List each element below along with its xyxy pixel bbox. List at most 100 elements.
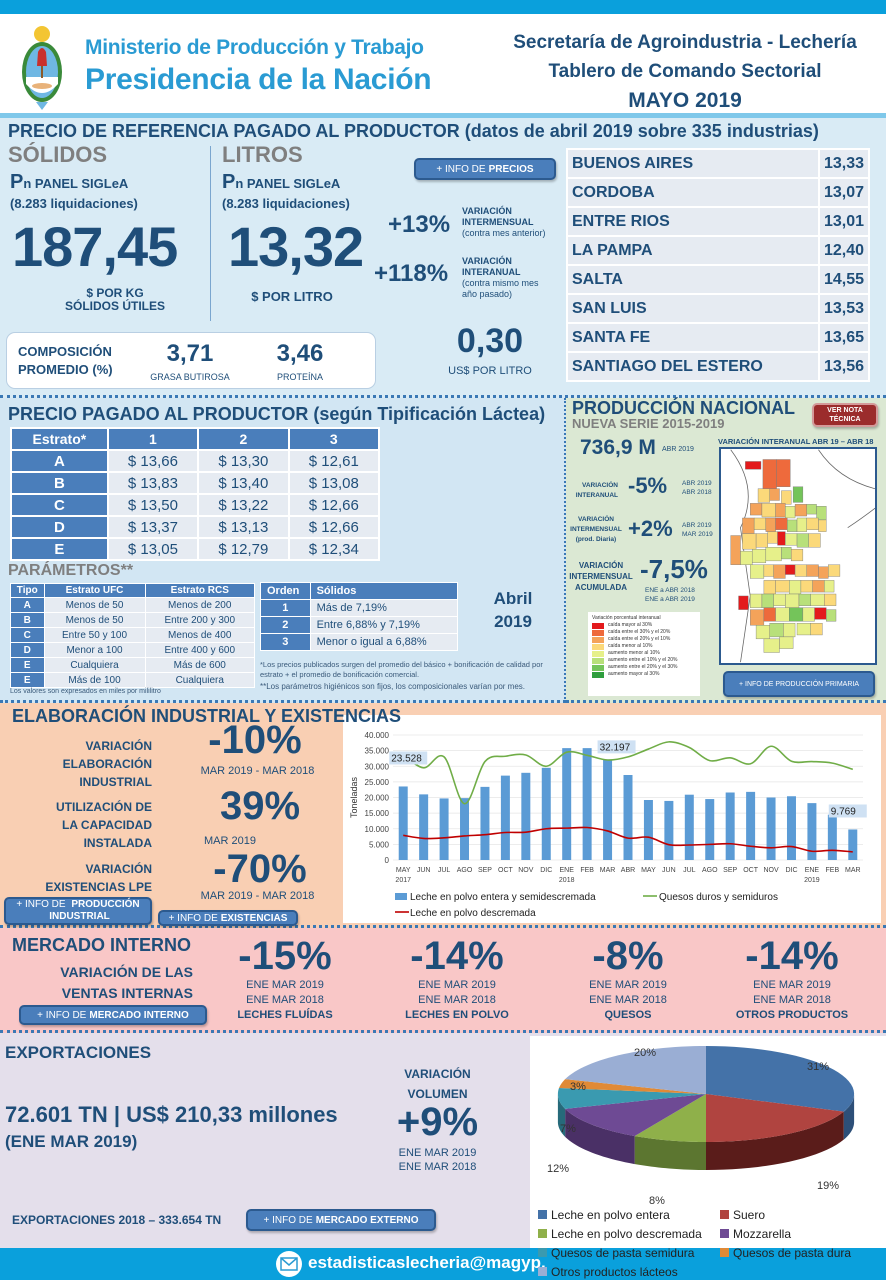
map-department: [792, 486, 804, 503]
map-department: [777, 531, 786, 546]
elaboration-label: VARIACIÓN ELABORACIÓN INDUSTRIAL: [62, 739, 152, 789]
params-row: B Menos de 50 Entre 200 y 300: [10, 612, 255, 628]
pie-legend-swatch: [720, 1210, 729, 1219]
tipification-header: 1: [106, 427, 200, 451]
info-industrial-production-button[interactable]: + INFO DE PRODUCCIÓN INDUSTRIAL: [4, 897, 152, 925]
stratum-label: A: [10, 449, 109, 473]
type-label: E: [10, 657, 45, 673]
y-tick-label: 30.000: [365, 762, 390, 771]
bar: [725, 792, 735, 860]
map-department: [773, 564, 786, 579]
bar: [827, 814, 837, 860]
production-title: PRODUCCIÓN NACIONAL: [572, 398, 795, 418]
info-domestic-market-button[interactable]: + INFO DE MERCADO INTERNO: [19, 1005, 207, 1025]
data-label-bg: [389, 751, 428, 765]
pie-legend-label: Otros productos lácteos: [551, 1265, 678, 1279]
province-price: 13,07: [817, 177, 871, 208]
legend-label: aumento menor al 10%: [608, 650, 660, 656]
map-department: [763, 580, 776, 595]
domestic-variation-item: -8% ENE MAR 2019 ENE MAR 2018 QUESOS: [553, 934, 703, 1023]
dashboard-heading: Secretaría de Agroindustria - Lechería T…: [490, 28, 880, 115]
presidency-name: Presidencia de la Nación: [85, 63, 432, 96]
column-divider: [210, 146, 211, 321]
pie-slice-side: [565, 1108, 635, 1165]
tipification-header: 2: [197, 427, 290, 451]
map-department: [767, 531, 778, 544]
stratum-label: D: [10, 515, 109, 539]
pie-slice-side: [557, 1094, 566, 1137]
x-year-label: 2019: [804, 877, 820, 884]
tipification-row: A $ 13,66 $ 13,30 $ 12,61: [10, 449, 381, 473]
bar: [460, 798, 470, 860]
map-department: [787, 519, 798, 532]
map-department: [775, 580, 790, 593]
map-department: [794, 504, 807, 517]
domestic-variation-value: -14%: [745, 934, 839, 978]
param-cell: Más de 100: [43, 672, 146, 688]
contact-email[interactable]: estadisticaslecheria@magyp.: [308, 1253, 546, 1272]
technical-note-button[interactable]: VER NOTA TÉCNICA: [812, 403, 878, 427]
order-number: 3: [260, 633, 311, 651]
usd-price-value: 0,30: [456, 322, 524, 360]
param-cell: Menos de 200: [144, 597, 255, 613]
map-department: [806, 564, 819, 577]
province-row: SALTA 14,55: [566, 264, 871, 295]
map-department: [785, 533, 798, 546]
param-cell: Cualquiera: [43, 657, 146, 673]
bar: [419, 794, 429, 860]
map-department: [750, 564, 765, 579]
capacity-value: 39%: [219, 784, 301, 828]
info-prices-button[interactable]: + INFO DE PRECIOS: [414, 158, 556, 180]
map-department: [740, 550, 753, 565]
bar: [398, 786, 408, 860]
y-tick-label: 40.000: [365, 731, 390, 740]
map-department: [796, 533, 809, 548]
province-price: 13,53: [817, 293, 871, 324]
legend-label: Leche en polvo entera y semidescremada: [410, 892, 596, 903]
solids-panel-label: Pn PANEL SIGLeA: [10, 171, 129, 193]
params-header: Tipo: [10, 583, 45, 598]
header: [0, 14, 886, 114]
y-tick-label: 0: [385, 856, 390, 865]
param-cell: Más de 600: [144, 657, 255, 673]
map-department: [775, 607, 790, 622]
map-department: [781, 547, 792, 560]
dashboard-title: Tablero de Comando Sectorial: [548, 61, 822, 82]
param-cell: Menos de 50: [43, 612, 146, 628]
info-primary-production-button[interactable]: + INFO DE PRODUCCIÓN PRIMARIA: [723, 671, 875, 697]
ministry-name: Ministerio de Producción y Trabajo: [85, 36, 424, 59]
info-external-market-button[interactable]: + INFO DE MERCADO EXTERNO: [246, 1209, 436, 1231]
map-department: [761, 593, 774, 608]
product-category: LECHES EN POLVO: [405, 1009, 509, 1021]
province-row: SANTA FE 13,65: [566, 322, 871, 353]
pie-slice: [706, 1046, 855, 1112]
period-current: ENE MAR 2019: [246, 979, 324, 991]
map-department: [773, 593, 786, 606]
stratum-label: B: [10, 471, 109, 495]
legend-label: aumento mayor al 30%: [608, 671, 660, 677]
type-label: E: [10, 672, 45, 688]
pie-legend-label: Mozzarella: [733, 1227, 791, 1241]
map-department: [738, 595, 749, 610]
map-department: [769, 623, 784, 638]
map-border: [847, 507, 875, 529]
map-department: [806, 517, 819, 530]
type-label: B: [10, 612, 45, 628]
province-row: SAN LUIS 13,53: [566, 293, 871, 324]
price-cell: $ 13,37: [106, 515, 200, 539]
map-department: [753, 517, 767, 530]
tipification-footnote-2: **Los parámetros higiénicos son fijos, l…: [260, 682, 526, 691]
legend-label: caída mayor al 30%: [608, 622, 653, 628]
price-cell: $ 13,30: [197, 449, 290, 473]
domestic-variation-value: -14%: [410, 934, 504, 978]
tipification-period: Abril 2019: [493, 589, 533, 631]
industrial-chart: 0 5.000 10.000 15.000 20.000 25.000 30.000 35.0…: [349, 731, 867, 919]
domestic-title: MERCADO INTERNO: [12, 935, 191, 955]
period-current: ENE MAR 2019: [753, 979, 831, 991]
domestic-variation-value: -8%: [592, 934, 664, 978]
legend-label: Quesos duros y semiduros: [659, 892, 778, 903]
info-stocks-button[interactable]: + INFO DE EXISTENCIAS: [158, 910, 298, 926]
map-title: VARIACIÓN INTERANUAL ABR 19 – ABR 18: [718, 437, 874, 446]
domestic-variation-value: -15%: [238, 934, 332, 978]
map-department: [808, 533, 821, 548]
